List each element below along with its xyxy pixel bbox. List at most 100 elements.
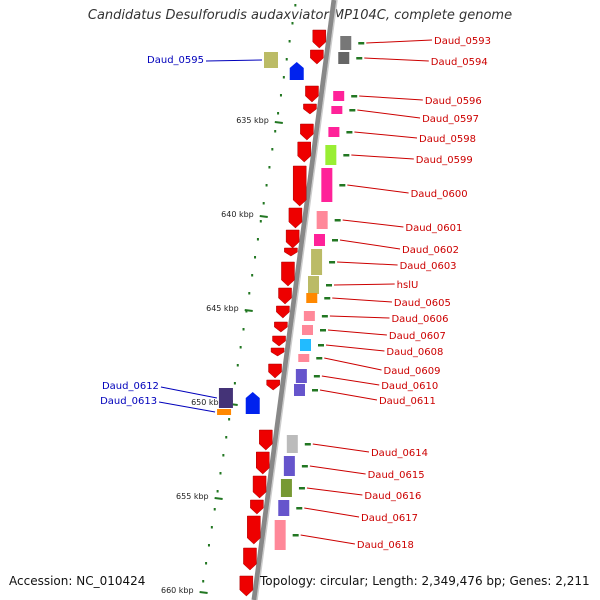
gene-block: [280, 479, 292, 497]
gene-leader-line: [339, 239, 401, 250]
gene-label[interactable]: Daud_0603: [400, 261, 457, 272]
gene-block: [333, 91, 345, 101]
gene-tick: [343, 154, 350, 157]
orf-arrow: [310, 49, 324, 65]
gene-label[interactable]: Daud_0615: [368, 470, 425, 481]
gene-leader-line: [337, 261, 398, 266]
gene-leader-line: [359, 95, 423, 101]
gene-label[interactable]: Daud_0610: [381, 381, 438, 392]
gene-block: [278, 500, 290, 516]
gene-label[interactable]: Daud_0597: [422, 114, 479, 125]
axis-dot: [274, 130, 277, 133]
gene-leader-line: [325, 344, 385, 352]
gene-label[interactable]: Daud_0613: [100, 396, 157, 407]
gene-tick: [312, 389, 318, 392]
axis-dot: [210, 526, 213, 529]
gene-label[interactable]: Daud_0608: [386, 347, 443, 358]
gene-label[interactable]: Daud_0601: [405, 223, 462, 234]
gene-block: [308, 276, 319, 294]
orf-arrow: [239, 575, 254, 597]
axis-dot: [219, 472, 222, 475]
gene-leader-line: [329, 315, 390, 319]
orf-arrow: [292, 165, 307, 207]
gene-tick: [321, 315, 328, 318]
gene-block: [311, 249, 323, 275]
gene-leader-line: [351, 154, 414, 160]
gene-label[interactable]: Daud_0598: [419, 134, 476, 145]
gene-label[interactable]: Daud_0616: [364, 491, 421, 502]
gene-label[interactable]: Daud_0611: [379, 396, 436, 407]
axis-dot: [254, 256, 257, 259]
axis-dot: [282, 76, 285, 79]
axis-dot: [259, 220, 262, 223]
orf-arrow: [278, 287, 292, 305]
axis-dot: [294, 4, 297, 7]
gene-label[interactable]: Daud_0595: [147, 55, 204, 66]
gene-tick: [351, 95, 358, 98]
gene-label[interactable]: Daud_0594: [431, 57, 488, 68]
gene-leader-line: [300, 534, 355, 545]
orf-arrow: [276, 305, 290, 319]
gene-label[interactable]: Daud_0596: [425, 96, 482, 107]
orf-arrow: [247, 515, 261, 545]
axis-dot: [239, 346, 242, 349]
gene-leader-line: [312, 443, 370, 453]
gene-tick: [316, 357, 323, 360]
axis-dot: [291, 22, 294, 25]
kbp-tick: [274, 121, 283, 124]
orf-arrow: [288, 207, 303, 229]
axis-dot: [233, 382, 236, 385]
axis-dot: [236, 364, 239, 367]
kbp-tick-label: 635 kbp: [236, 116, 269, 125]
gene-block: [302, 325, 313, 335]
orf-arrow: [259, 429, 273, 451]
gene-leader-line: [319, 389, 378, 401]
axis-dot: [265, 184, 268, 187]
axis-dot: [216, 490, 219, 493]
gene-tick: [339, 184, 346, 187]
orf-arrow: [268, 363, 282, 379]
axis-dot: [268, 166, 271, 169]
forward-gene-track: Daud_0593 Daud_0594 Daud_0596 Daud_0597 Daud…: [274, 36, 491, 551]
axis-dot: [225, 436, 228, 439]
axis-dot: [207, 544, 210, 547]
gene-tick: [349, 109, 356, 112]
axis-dot: [242, 328, 245, 331]
gene-block: [294, 384, 305, 396]
orf-arrow: [266, 379, 280, 391]
gene-leader-line: [342, 219, 404, 228]
axis-dot: [248, 292, 251, 295]
gene-label[interactable]: Daud_0609: [384, 366, 441, 377]
gene-label[interactable]: Daud_0618: [357, 540, 414, 551]
axis-dot: [222, 454, 225, 457]
gene-block: [328, 127, 340, 137]
gene-label[interactable]: Daud_0614: [371, 448, 428, 459]
gene-label[interactable]: Daud_0599: [416, 155, 473, 166]
kbp-axis: 635 kbp 640 kbp 645 kbp 650 kbp 655 kbp 660 k…: [161, 4, 297, 595]
orf-arrow: [281, 261, 295, 287]
orf-arrow: [300, 123, 314, 141]
gene-tick: [346, 131, 353, 134]
gene-label[interactable]: Daud_0602: [402, 245, 459, 256]
gene-label[interactable]: hslU: [397, 280, 419, 291]
gene-label[interactable]: Daud_0607: [389, 331, 446, 342]
gene-block: [264, 52, 278, 68]
gene-label[interactable]: Daud_0593: [434, 36, 491, 47]
gene-label[interactable]: Daud_0605: [394, 298, 451, 309]
gene-label[interactable]: Daud_0606: [391, 314, 448, 325]
gene-label[interactable]: Daud_0612: [102, 381, 159, 392]
gene-leader-line: [304, 507, 360, 518]
gene-tick: [329, 261, 336, 264]
gene-leader-line: [332, 297, 392, 303]
gene-label[interactable]: Daud_0617: [361, 513, 418, 524]
gene-tick: [358, 42, 365, 45]
accession-label: Accession: NC_010424: [9, 574, 146, 588]
gene-block: [303, 311, 315, 321]
kbp-tick-label: 645 kbp: [206, 304, 239, 313]
kbp-tick-label: 655 kbp: [176, 492, 209, 501]
axis-dot: [205, 562, 208, 565]
gene-leader-line: [357, 109, 421, 119]
gene-label[interactable]: Daud_0600: [411, 189, 468, 200]
axis-dot: [213, 508, 216, 511]
gene-block: [217, 409, 232, 415]
